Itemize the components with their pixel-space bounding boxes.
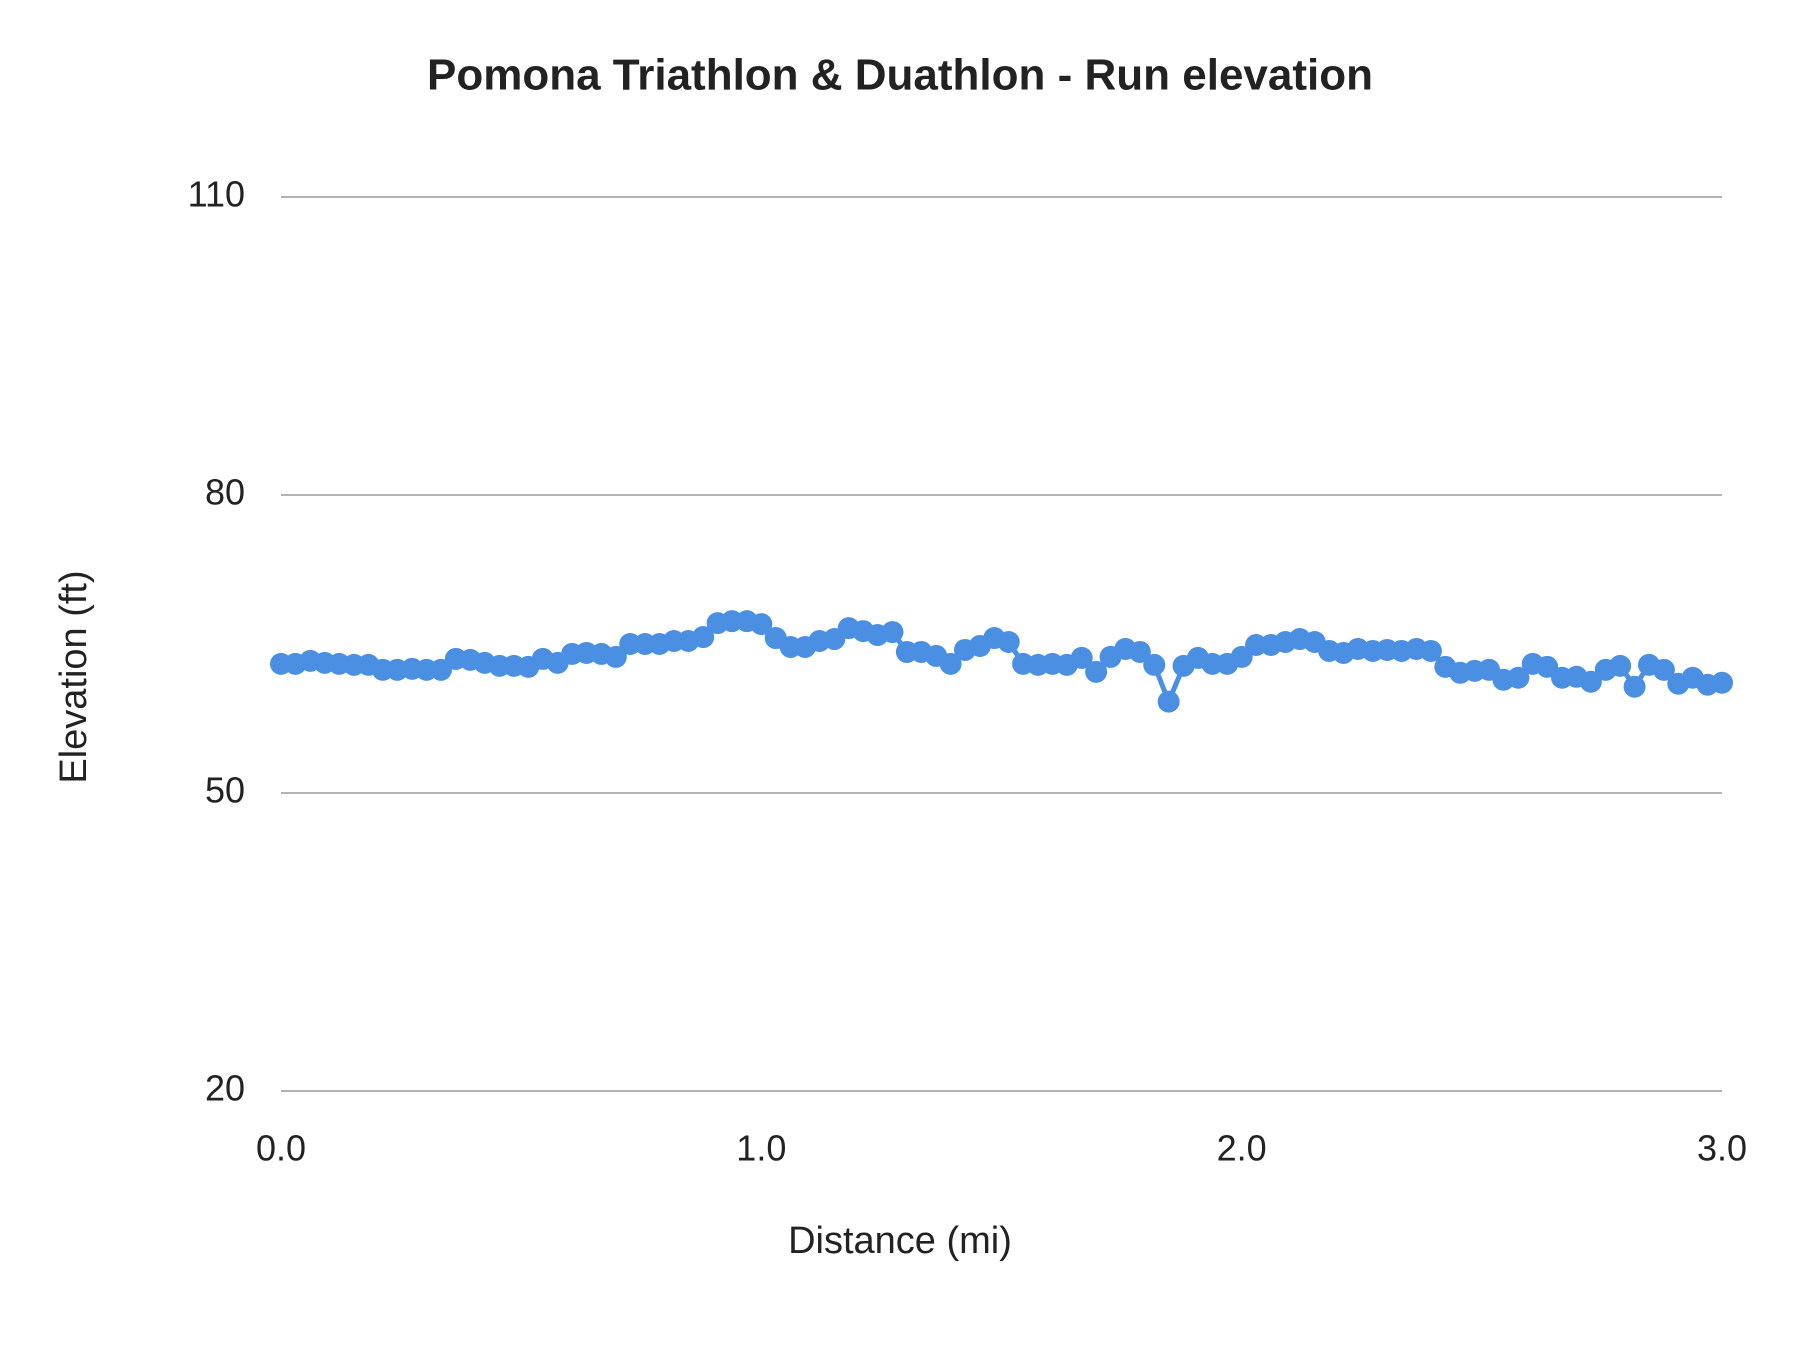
y-tick-label: 20 (205, 1068, 245, 1109)
marker (939, 652, 962, 675)
marker (1157, 690, 1180, 713)
marker (1711, 671, 1733, 694)
marker (1579, 670, 1602, 693)
x-tick-label: 0.0 (256, 1128, 306, 1169)
y-axis-title: Elevation (ft) (53, 570, 95, 783)
marker (1128, 640, 1151, 663)
x-tick-label: 2.0 (1217, 1128, 1267, 1169)
marker (1652, 658, 1675, 681)
marker (692, 626, 715, 649)
x-axis-title: Distance (mi) (788, 1220, 1012, 1262)
x-tick-label: 1.0 (736, 1128, 786, 1169)
y-tick-label: 80 (205, 472, 245, 513)
marker (997, 631, 1020, 654)
chart-title: Pomona Triathlon & Duathlon - Run elevat… (427, 51, 1373, 100)
x-tick-label: 3.0 (1697, 1128, 1747, 1169)
marker (604, 645, 627, 668)
marker (1609, 654, 1632, 677)
marker (881, 621, 904, 644)
marker (1143, 653, 1166, 676)
marker (1085, 660, 1108, 683)
marker (1623, 675, 1646, 698)
y-tick-label: 50 (205, 770, 245, 811)
marker (750, 613, 773, 636)
y-tick-label: 110 (188, 174, 245, 215)
marker (1070, 646, 1093, 669)
marker (1419, 639, 1442, 662)
marker (1507, 666, 1530, 689)
